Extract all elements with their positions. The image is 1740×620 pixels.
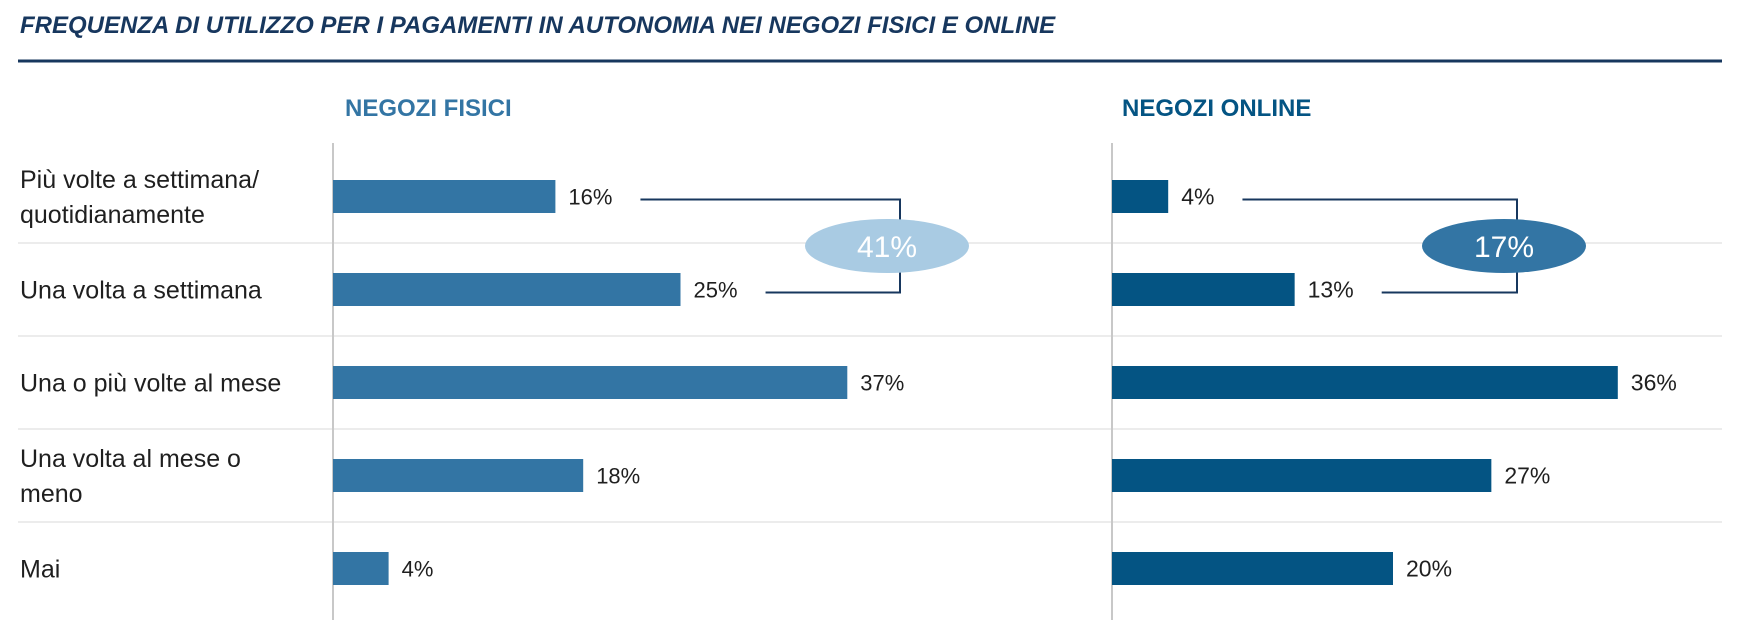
bar [333, 552, 389, 585]
data-label: 27% [1504, 463, 1550, 489]
bar [333, 366, 848, 399]
bar [333, 273, 681, 306]
category-label: Una volta a settimana [20, 277, 262, 305]
bar [1112, 180, 1169, 213]
data-label: 37% [860, 371, 904, 396]
bar [1112, 273, 1295, 306]
data-label: 4% [1181, 184, 1214, 210]
panel-title: NEGOZI FISICI [345, 95, 512, 122]
bar [333, 459, 584, 492]
data-label: 36% [1631, 370, 1677, 396]
bar [1112, 552, 1393, 585]
bar [1112, 366, 1618, 399]
total-badge-label: 17% [1474, 231, 1534, 264]
data-label: 18% [596, 464, 640, 489]
category-label: Mai [20, 556, 60, 584]
panel-negozi-online: NEGOZI ONLINE 4% 13% 36% 27% 20% 17% [1111, 95, 1677, 620]
bar [333, 180, 556, 213]
data-label: 16% [568, 185, 612, 210]
category-label: Una o più volte al mese [20, 370, 281, 398]
total-badge-label: 41% [857, 231, 917, 264]
category-label: meno [20, 480, 83, 508]
category-labels: Più volte a settimana/quotidianamente Una… [20, 166, 281, 584]
data-label: 13% [1308, 277, 1354, 303]
category-label: Più volte a settimana/ [20, 166, 259, 194]
chart-title: FREQUENZA DI UTILIZZO PER I PAGAMENTI IN… [20, 12, 1056, 39]
category-label: Una volta al mese o [20, 445, 241, 473]
data-label: 20% [1406, 556, 1452, 582]
data-label: 25% [694, 278, 738, 303]
total-badge [1422, 219, 1586, 273]
panel-negozi-fisici: NEGOZI FISICI 16% 25% 37% 18% 4% 41% [332, 95, 969, 620]
bar [1112, 459, 1492, 492]
data-label: 4% [402, 557, 434, 582]
panel-title: NEGOZI ONLINE [1122, 95, 1311, 122]
category-label: quotidianamente [20, 201, 205, 229]
total-badge [805, 219, 969, 273]
